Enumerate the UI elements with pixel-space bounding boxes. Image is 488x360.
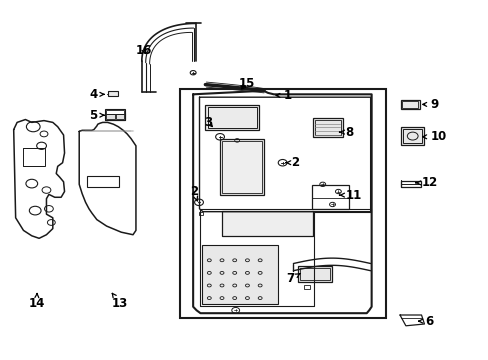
Text: 3: 3	[204, 116, 212, 129]
Bar	[23, 148, 45, 166]
Bar	[180, 89, 386, 318]
Bar	[106, 114, 115, 119]
Bar	[116, 114, 123, 119]
Text: 2: 2	[285, 156, 299, 169]
Bar	[87, 176, 119, 187]
Bar	[205, 105, 259, 130]
Bar	[400, 100, 419, 109]
Bar	[105, 109, 124, 120]
Bar	[304, 285, 309, 289]
Bar	[220, 139, 264, 195]
Bar	[312, 118, 343, 137]
Text: 4: 4	[89, 88, 103, 101]
Bar	[298, 266, 331, 282]
Text: 11: 11	[339, 189, 361, 202]
Bar	[106, 110, 123, 114]
Bar	[198, 212, 203, 215]
Bar	[300, 268, 329, 280]
Text: 12: 12	[415, 176, 437, 189]
Text: 2: 2	[189, 185, 198, 201]
Bar	[202, 245, 277, 304]
Bar	[402, 129, 422, 143]
Text: 9: 9	[422, 98, 438, 111]
Bar	[402, 101, 417, 108]
Text: 8: 8	[339, 126, 353, 139]
Bar	[311, 185, 348, 209]
Text: 7: 7	[286, 273, 300, 285]
Text: 5: 5	[89, 109, 103, 122]
Bar	[107, 91, 118, 96]
Bar	[400, 127, 424, 145]
Bar	[222, 211, 312, 236]
Text: 14: 14	[28, 293, 44, 310]
Text: 15: 15	[238, 77, 254, 90]
Text: 16: 16	[136, 44, 152, 57]
Bar	[314, 120, 341, 135]
Bar	[400, 181, 420, 187]
Bar	[207, 107, 256, 128]
Text: 13: 13	[111, 293, 127, 310]
Text: 10: 10	[422, 130, 446, 143]
Text: 6: 6	[418, 315, 433, 328]
Text: 1: 1	[276, 89, 291, 102]
Bar	[222, 141, 261, 193]
